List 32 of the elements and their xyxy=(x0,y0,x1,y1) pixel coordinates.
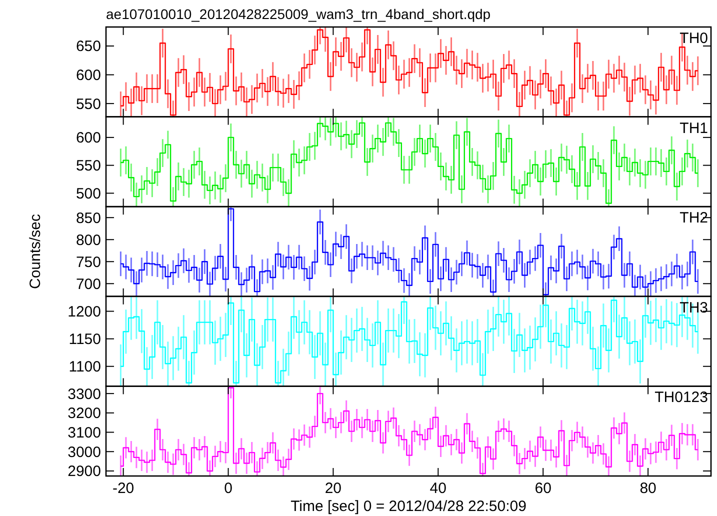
x-tick-label: 60 xyxy=(534,480,552,497)
chart-title: ae107010010_20120428225009_wam3_trn_4band_short.qdp xyxy=(106,6,491,22)
series-label: TH0 xyxy=(680,30,708,47)
y-tick-label: 550 xyxy=(76,158,101,175)
y-tick-label: 1100 xyxy=(68,358,101,376)
series-label: TH3 xyxy=(680,299,708,316)
y-tick-label: 850 xyxy=(76,210,101,227)
y-tick-label: 650 xyxy=(76,38,101,56)
y-tick-label: 1150 xyxy=(68,331,101,348)
x-tick-label: 0 xyxy=(224,480,232,497)
text: TH0123 xyxy=(654,389,708,406)
x-tick-label: -20 xyxy=(112,480,134,497)
y-tick-label: 550 xyxy=(76,96,101,113)
y-tick-label: 3300 xyxy=(68,386,101,403)
y-tick-label: 500 xyxy=(76,185,101,202)
y-tick-label: 1200 xyxy=(68,304,101,321)
y-tick-label: 2900 xyxy=(68,463,101,480)
y-axis-title: Counts/sec xyxy=(27,213,44,290)
y-tick-label: 600 xyxy=(76,67,101,84)
series-label: TH2 xyxy=(680,210,708,227)
y-tick-label: 600 xyxy=(76,130,101,147)
x-tick-label: 80 xyxy=(640,480,656,497)
y-tick-label: 3200 xyxy=(68,405,101,422)
y-tick-label: 3000 xyxy=(68,444,101,461)
y-tick-label: 700 xyxy=(76,276,101,293)
x-tick-label: 20 xyxy=(324,480,342,497)
y-tick-label: 750 xyxy=(76,254,101,271)
x-tick-label: 40 xyxy=(430,480,446,497)
series-label: TH1 xyxy=(680,120,708,137)
x-axis-title: Time [sec] 0 = 2012/04/28 22:50:09 xyxy=(290,498,526,515)
y-tick-label: 800 xyxy=(76,232,101,249)
y-tick-label: 3100 xyxy=(68,424,101,442)
